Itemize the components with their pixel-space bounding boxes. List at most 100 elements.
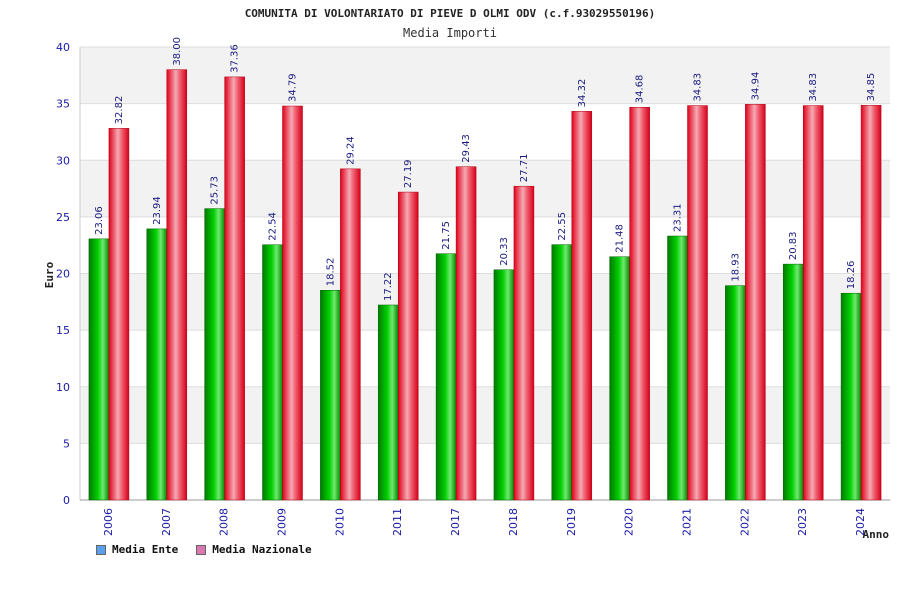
data-label: 20.33 [499,237,510,266]
bar [204,208,225,501]
grid-band [80,386,890,444]
bar [88,238,110,501]
data-label: 34.94 [750,72,761,101]
data-label: 23.31 [673,203,684,232]
data-label: 34.83 [693,73,704,102]
bar [108,128,130,501]
grid-band [80,330,890,387]
data-label: 21.75 [441,221,452,250]
data-label: 29.24 [345,136,356,165]
plot-area: 0 5 10 15 20 25 30 35 40 23.06 32.82 2006 23.94 38.00… [56,37,890,536]
legend-swatch-ente [96,544,106,555]
data-label: 23.94 [152,196,163,225]
bar [282,105,303,501]
data-label: 18.93 [730,253,741,282]
grid-band [80,216,890,274]
x-tick-label: 2018 [507,508,520,536]
legend-label-ente: Media Ente [112,543,179,556]
grid-band [80,273,890,331]
bar [224,76,245,501]
x-tick-label: 2024 [854,508,867,536]
x-tick-label: 2023 [796,508,809,536]
bar [609,256,630,501]
bar [146,228,168,501]
data-label: 27.19 [403,159,414,188]
grid-band [80,103,890,161]
bar [320,290,341,501]
y-tick-label: 5 [63,437,70,450]
data-label: 34.83 [808,73,819,102]
y-axis-label: Euro [43,261,56,288]
bar [860,105,882,501]
data-label: 27.71 [519,154,530,183]
y-tick-label: 0 [63,494,70,507]
x-tick-label: 2006 [102,508,115,536]
data-label: 32.82 [114,96,125,125]
y-tick-label: 35 [56,98,70,111]
bar [493,269,515,501]
bar [629,106,650,501]
bar [571,111,593,501]
x-tick-label: 2011 [391,508,404,536]
bar [667,235,688,501]
bar [687,105,708,501]
x-tick-label: 2019 [565,508,578,536]
bar [435,253,457,501]
y-tick-label: 25 [56,211,70,224]
y-tick-label: 20 [56,268,70,281]
y-tick-label: 15 [56,324,70,337]
x-tick-label: 2020 [623,508,636,536]
legend-item-ente: Media Ente [96,543,178,556]
data-label: 38.00 [172,37,183,66]
x-tick-label: 2009 [276,508,289,536]
y-tick-label: 40 [56,41,70,54]
bar [262,244,283,501]
bar [377,304,399,501]
bar [513,185,535,501]
data-label: 22.55 [557,212,568,241]
bar [725,285,746,501]
grid-band [80,47,890,104]
grid-band [80,443,890,500]
data-label: 22.54 [268,212,279,241]
data-label: 17.22 [383,272,394,301]
y-tick-label: 10 [56,381,70,394]
legend-label-nazionale: Media Nazionale [212,543,312,556]
data-label: 37.36 [230,44,241,73]
data-label: 18.26 [846,261,857,290]
bar [840,292,862,501]
chart-subtitle: Media Importi [403,26,497,40]
bar [802,105,824,501]
data-label: 34.79 [288,73,299,102]
y-tick-label: 30 [56,154,70,167]
x-tick-label: 2017 [449,508,462,536]
x-tick-label: 2007 [160,508,173,536]
data-label: 34.32 [577,79,588,108]
bar [166,69,188,501]
bar [551,244,573,501]
bar [340,168,361,501]
legend: Media Ente Media Nazionale [96,543,312,556]
bar [745,104,766,501]
data-label: 25.73 [210,176,221,205]
data-label: 29.43 [461,134,472,163]
legend-item-nazionale: Media Nazionale [196,543,312,556]
data-label: 34.85 [866,73,877,102]
x-axis-label: Anno [863,528,890,541]
legend-swatch-nazionale [196,544,207,555]
x-tick-label: 2021 [681,508,694,536]
x-tick-label: 2022 [738,508,751,536]
chart-title: COMUNITA DI VOLONTARIATO DI PIEVE D OLMI… [245,7,656,20]
bar [455,166,477,501]
data-label: 20.83 [788,231,799,260]
x-tick-label: 2008 [218,508,231,536]
bar [782,263,804,501]
data-label: 23.06 [94,206,105,235]
bar [397,191,419,501]
data-label: 34.68 [635,75,646,104]
x-tick-label: 2010 [333,508,346,536]
grid-band [80,160,890,217]
data-label: 21.48 [615,224,626,253]
data-label: 18.52 [325,258,336,287]
